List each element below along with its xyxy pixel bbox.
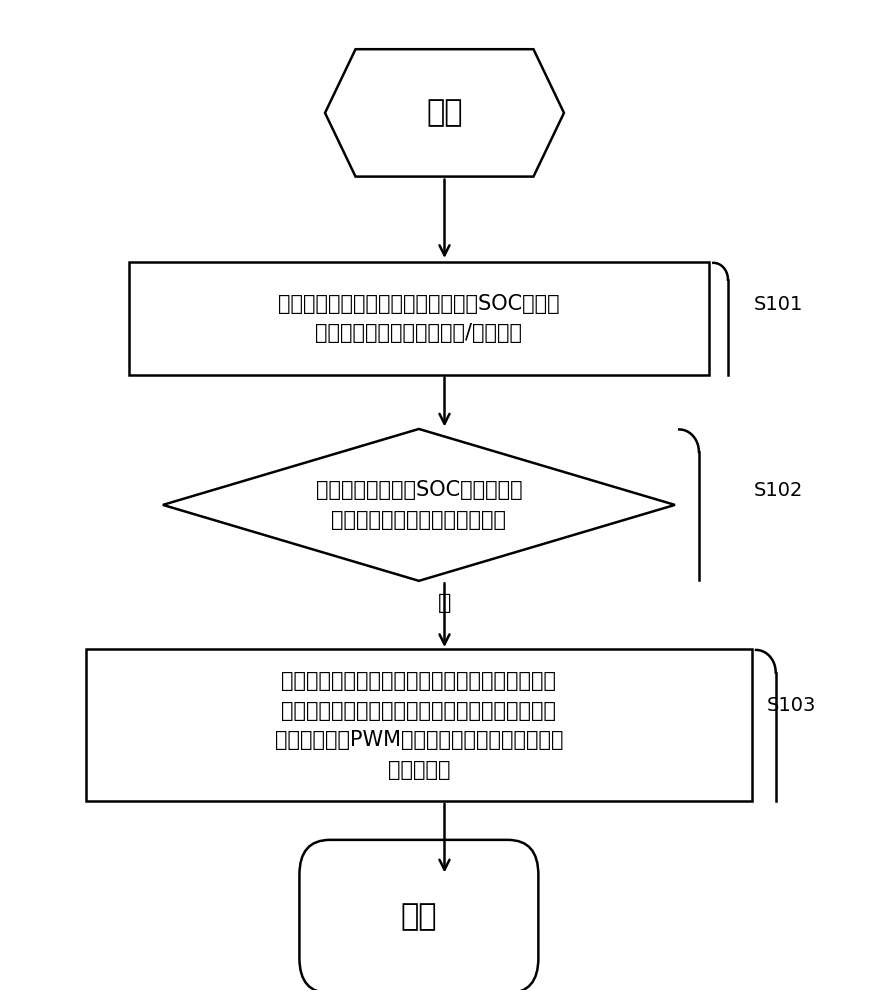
Polygon shape (325, 49, 564, 177)
Text: 依据各个电池簇的SOC变化速率，
判断储能系统是否需要均流调整: 依据各个电池簇的SOC变化速率， 判断储能系统是否需要均流调整 (316, 480, 522, 530)
Text: 确定储能系统中各个电池包的均衡电流值，并将各
个均衡电流值发送至相应的均流单元，以使相应的
均流单元通过PWM信号来为对应电池包提供相应
的均衡电流: 确定储能系统中各个电池包的均衡电流值，并将各 个均衡电流值发送至相应的均流单元，… (275, 671, 563, 780)
Text: 结束: 结束 (401, 902, 437, 931)
Text: S101: S101 (754, 294, 803, 314)
Bar (86, 649, 752, 801)
Text: S102: S102 (754, 481, 803, 500)
FancyBboxPatch shape (300, 840, 539, 993)
Text: 是: 是 (437, 593, 452, 613)
Bar (129, 262, 709, 375)
Text: 开始: 开始 (426, 98, 463, 127)
Text: S103: S103 (767, 696, 816, 715)
Text: 周期性确定储能系统中各个电池簇的SOC变化速
率，直至储能系统处于满充/满放状态: 周期性确定储能系统中各个电池簇的SOC变化速 率，直至储能系统处于满充/满放状态 (278, 294, 560, 343)
Polygon shape (163, 429, 675, 581)
